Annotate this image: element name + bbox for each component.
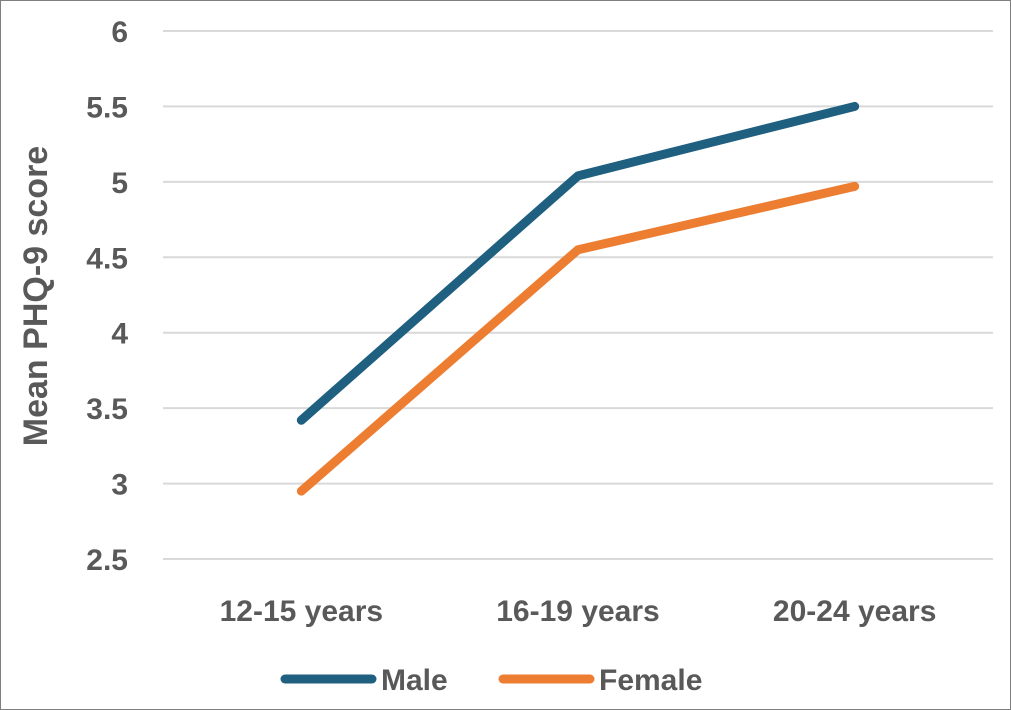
x-tick-label: 12-15 years [220,595,383,628]
y-tick-label: 4.5 [86,242,128,275]
legend-label: Male [381,664,448,697]
legend-label: Female [599,664,702,697]
y-axis-title: Mean PHQ-9 score [17,146,55,446]
x-tick-label: 20-24 years [773,595,936,628]
series-lines [296,101,860,496]
y-tick-label: 2.5 [86,544,128,577]
legend: Male Female [280,664,702,697]
y-tick-label: 5.5 [86,91,128,124]
x-tick-label: 16-19 years [496,595,659,628]
legend-item-female: Female [498,664,702,697]
gridlines [163,30,993,560]
y-tick-label: 3 [111,469,128,502]
y-tick-label: 4 [111,318,128,351]
x-axis-tick-labels: 12-15 years 16-19 years 20-24 years [220,595,937,628]
legend-item-male: Male [280,664,448,697]
series-line-female [296,181,860,496]
y-tick-label: 6 [111,16,128,49]
y-tick-label: 3.5 [86,393,128,426]
y-tick-label: 5 [111,167,128,200]
series-line-male [296,101,860,425]
y-axis-tick-labels: 2.5 3 3.5 4 4.5 5 5.5 6 [86,16,128,577]
